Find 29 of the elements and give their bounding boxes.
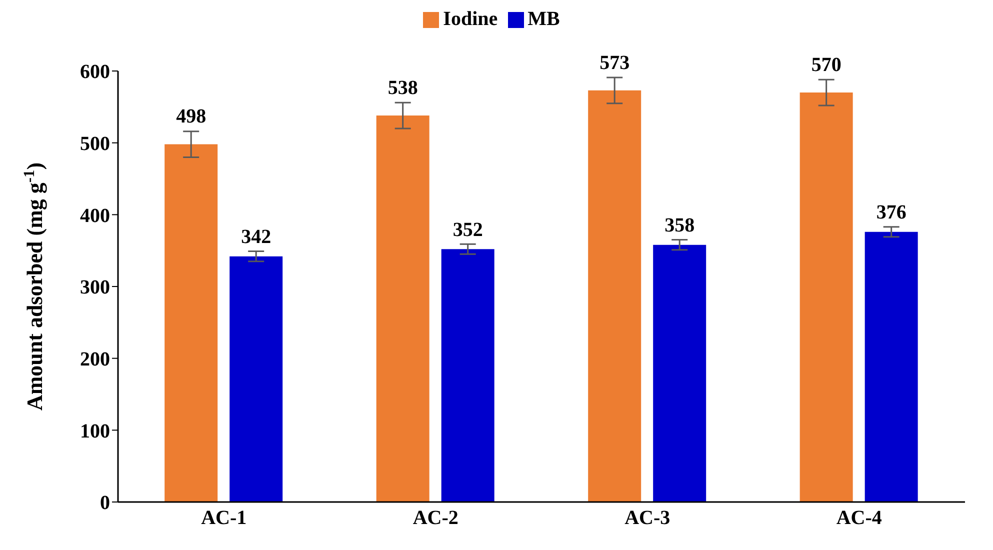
y-tick-label: 500 — [80, 132, 110, 155]
bar — [653, 244, 706, 502]
bar — [164, 144, 218, 502]
data-label: 376 — [876, 202, 906, 224]
data-label: 498 — [176, 106, 206, 128]
data-label: 352 — [452, 218, 483, 241]
y-tick-label: 100 — [80, 420, 110, 442]
bar — [230, 256, 283, 502]
x-tick-label: AC-4 — [836, 507, 882, 530]
legend-label: MB — [528, 8, 560, 30]
data-label: 570 — [811, 54, 842, 76]
x-tick-label: AC-1 — [201, 507, 247, 530]
bar — [376, 116, 430, 502]
bar — [441, 249, 494, 502]
y-tick-label: 400 — [80, 204, 110, 227]
y-tick-label: 600 — [80, 61, 110, 84]
legend-label: Iodine — [443, 8, 498, 30]
y-tick-label: 0 — [100, 492, 110, 514]
data-label: 538 — [388, 76, 418, 99]
y-tick-label: 300 — [80, 276, 110, 299]
data-label: 358 — [664, 214, 695, 237]
x-tick-label: AC-2 — [412, 507, 458, 530]
bar — [800, 92, 853, 502]
bar — [588, 90, 642, 502]
y-tick-label: 200 — [80, 348, 110, 370]
data-label: 573 — [600, 52, 630, 74]
bar — [864, 232, 918, 502]
x-tick-label: AC-3 — [624, 507, 670, 530]
data-label: 342 — [241, 226, 272, 248]
